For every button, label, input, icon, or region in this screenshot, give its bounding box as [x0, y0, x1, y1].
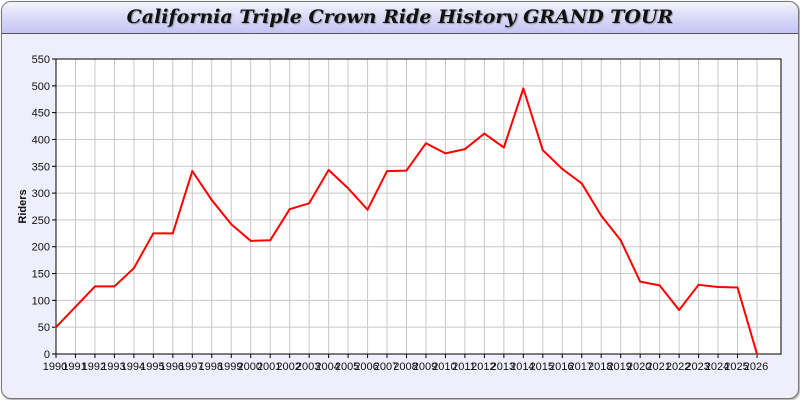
- y-tick-label: 350: [32, 161, 50, 173]
- data-point: [55, 326, 57, 329]
- x-tick-label: 2009: [413, 361, 437, 373]
- y-tick-label: 250: [32, 215, 50, 227]
- x-tick-label: 2026: [744, 361, 768, 373]
- data-point: [697, 283, 700, 286]
- data-point: [308, 202, 311, 205]
- data-point: [463, 148, 466, 151]
- x-tick-label: 1993: [101, 361, 125, 373]
- x-tick-label: 2019: [607, 361, 631, 373]
- data-point: [327, 169, 330, 172]
- x-tick-label: 2022: [666, 361, 690, 373]
- data-point: [522, 87, 525, 90]
- x-tick-label: 2000: [237, 361, 261, 373]
- data-point: [152, 232, 155, 235]
- data-point: [93, 285, 96, 288]
- y-tick-label: 550: [32, 54, 50, 66]
- data-point: [269, 239, 272, 242]
- data-point: [249, 239, 252, 242]
- x-tick-label: 2021: [646, 361, 670, 373]
- y-tick-label: 50: [38, 322, 50, 334]
- x-tick-label: 1998: [199, 361, 223, 373]
- data-point: [502, 146, 505, 149]
- x-tick-label: 2024: [705, 361, 729, 373]
- data-point: [366, 208, 369, 211]
- x-tick-label: 1992: [82, 361, 106, 373]
- y-tick-label: 450: [32, 108, 50, 120]
- data-point: [74, 305, 77, 308]
- x-tick-label: 2025: [724, 361, 748, 373]
- data-point: [444, 152, 447, 155]
- chart-title: California Triple Crown Ride History GRA…: [126, 6, 674, 28]
- x-tick-label: 2014: [510, 361, 534, 373]
- y-tick-label: 200: [32, 242, 50, 254]
- data-point: [600, 214, 603, 217]
- x-tick-label: 1999: [218, 361, 242, 373]
- data-point: [132, 267, 135, 270]
- data-point: [288, 208, 291, 211]
- x-tick-label: 2004: [315, 361, 339, 373]
- data-point: [717, 285, 720, 288]
- x-tick-label: 2013: [491, 361, 515, 373]
- y-tick-label: 150: [32, 269, 50, 281]
- x-tick-label: 2002: [276, 361, 300, 373]
- y-axis-label: Riders: [17, 189, 29, 223]
- data-point: [678, 309, 681, 312]
- data-point: [171, 232, 174, 235]
- x-tick-label: 2007: [374, 361, 398, 373]
- x-tick-label: 2017: [569, 361, 593, 373]
- x-tick-label: 2005: [335, 361, 359, 373]
- x-tick-label: 2003: [296, 361, 320, 373]
- data-point: [580, 182, 583, 185]
- data-point: [541, 149, 544, 152]
- x-tick-label: 1996: [160, 361, 184, 373]
- data-point: [210, 199, 213, 202]
- plot-border: [55, 58, 782, 355]
- x-tick-label: 1997: [179, 361, 203, 373]
- data-point: [619, 239, 622, 242]
- data-point: [191, 170, 194, 173]
- x-tick-label: 1994: [121, 361, 145, 373]
- x-tick-label: 2011: [452, 361, 476, 373]
- data-point: [113, 285, 116, 288]
- data-point: [756, 353, 758, 355]
- data-point: [347, 187, 350, 190]
- data-point: [405, 169, 408, 172]
- data-point: [424, 142, 427, 145]
- plot-area: [56, 59, 781, 354]
- data-point: [736, 286, 739, 289]
- y-tick-label: 400: [32, 134, 50, 146]
- x-tick-label: 2015: [530, 361, 554, 373]
- x-tick-label: 2012: [471, 361, 495, 373]
- x-tick-label: 2020: [627, 361, 651, 373]
- data-point: [386, 170, 389, 173]
- data-point: [230, 223, 233, 226]
- data-point: [483, 132, 486, 135]
- x-tick-label: 2023: [685, 361, 709, 373]
- y-tick-label: 500: [32, 81, 50, 93]
- y-tick-label: 300: [32, 188, 50, 200]
- y-tick-label: 100: [32, 295, 50, 307]
- data-point: [658, 284, 661, 287]
- y-tick-label: 0: [44, 349, 50, 361]
- x-tick-label: 1990: [43, 361, 67, 373]
- x-tick-label: 1991: [62, 361, 86, 373]
- title-bar: California Triple Crown Ride History GRA…: [2, 2, 798, 34]
- x-tick-label: 2018: [588, 361, 612, 373]
- x-tick-label: 2008: [393, 361, 417, 373]
- x-tick-label: 1995: [140, 361, 164, 373]
- x-tick-label: 2001: [257, 361, 281, 373]
- data-point: [561, 167, 564, 170]
- x-tick-label: 2006: [354, 361, 378, 373]
- x-tick-label: 2016: [549, 361, 573, 373]
- x-tick-label: 2010: [432, 361, 456, 373]
- data-point: [639, 280, 642, 283]
